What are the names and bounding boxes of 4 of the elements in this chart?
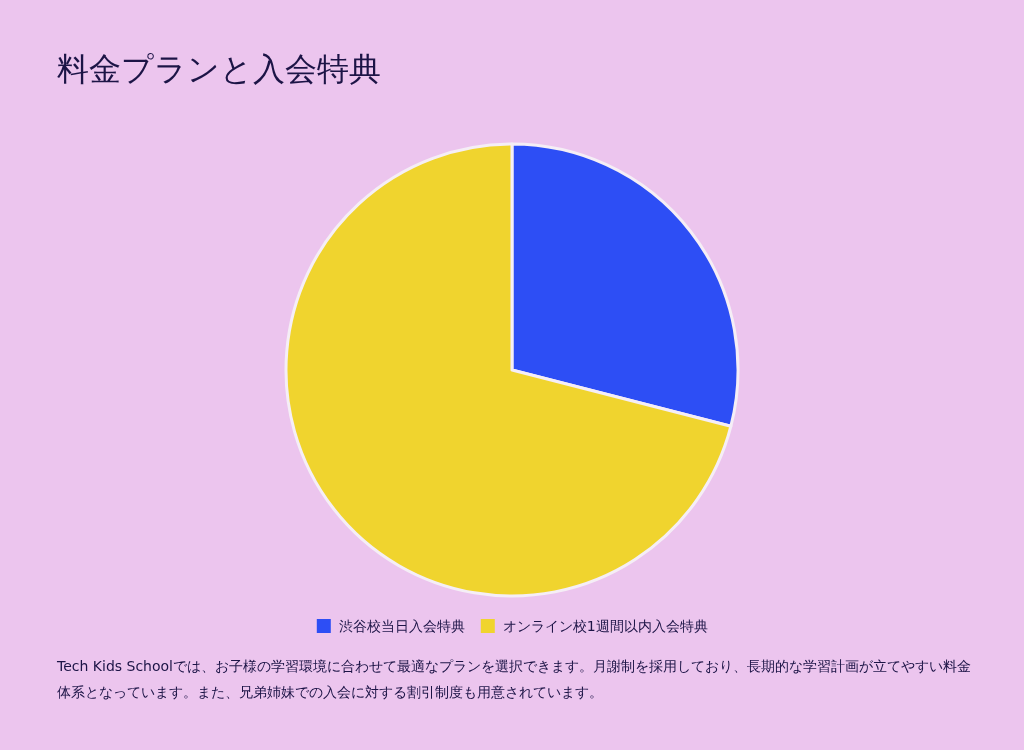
text: Tech Kids Schoolでは、お子様の学習環境に合わせて最適なプランを選択できます。月謝制を採用しており、長期的な学習計画が立てやすい料金体系となっています。また、兄弟姉妹での入会に対する割引制度も用意されています。: [57, 657, 972, 702]
legend-label: オンライン校1週間以内入会特典: [502, 618, 708, 634]
chart-title: 料金プランと入会特典: [57, 50, 381, 88]
legend-label: 渋谷校当日入会特典: [338, 618, 465, 634]
